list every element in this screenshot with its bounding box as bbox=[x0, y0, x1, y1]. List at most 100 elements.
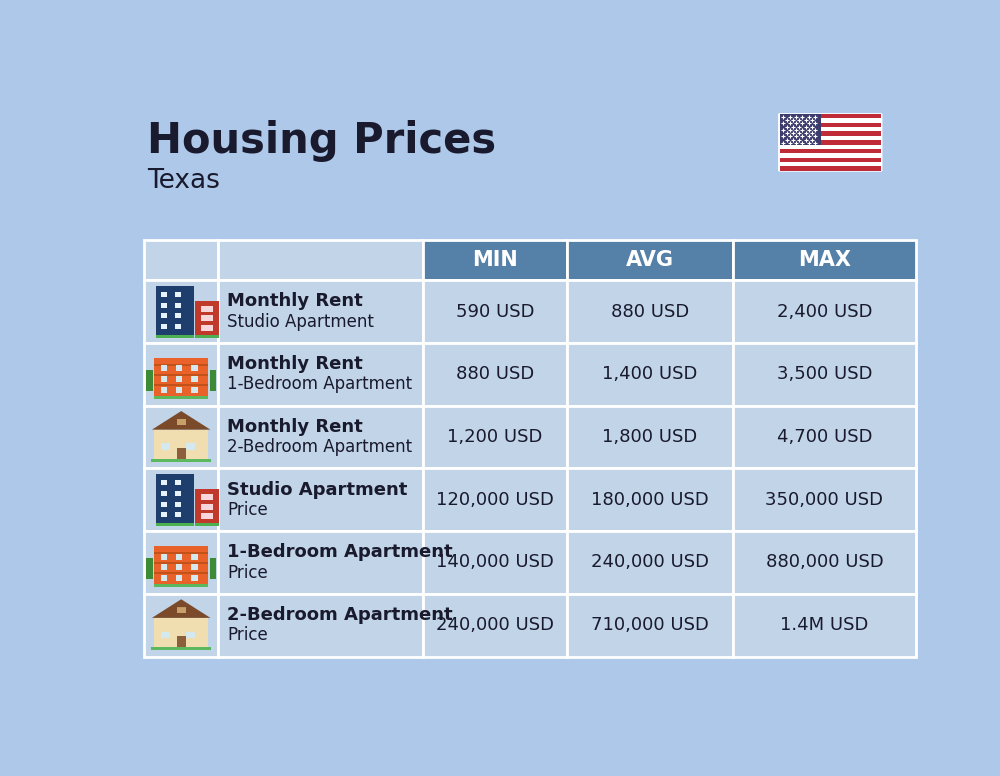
FancyBboxPatch shape bbox=[780, 144, 881, 149]
Text: 2,400 USD: 2,400 USD bbox=[777, 303, 872, 320]
FancyBboxPatch shape bbox=[144, 240, 218, 280]
FancyBboxPatch shape bbox=[154, 572, 208, 573]
Text: 240,000 USD: 240,000 USD bbox=[436, 616, 554, 634]
FancyBboxPatch shape bbox=[733, 343, 916, 406]
FancyBboxPatch shape bbox=[780, 127, 881, 131]
FancyBboxPatch shape bbox=[161, 480, 167, 485]
Polygon shape bbox=[175, 414, 187, 419]
Text: 1-Bedroom Apartment: 1-Bedroom Apartment bbox=[227, 376, 412, 393]
FancyBboxPatch shape bbox=[144, 469, 218, 531]
FancyBboxPatch shape bbox=[156, 286, 194, 335]
FancyBboxPatch shape bbox=[218, 240, 423, 280]
FancyBboxPatch shape bbox=[175, 502, 181, 507]
FancyBboxPatch shape bbox=[195, 335, 219, 338]
FancyBboxPatch shape bbox=[733, 594, 916, 656]
FancyBboxPatch shape bbox=[567, 240, 733, 280]
FancyBboxPatch shape bbox=[154, 364, 208, 365]
Text: MAX: MAX bbox=[798, 250, 851, 270]
Text: Studio Apartment: Studio Apartment bbox=[227, 313, 374, 331]
FancyBboxPatch shape bbox=[151, 647, 211, 650]
FancyBboxPatch shape bbox=[733, 531, 916, 594]
FancyBboxPatch shape bbox=[218, 594, 423, 656]
FancyBboxPatch shape bbox=[567, 343, 733, 406]
FancyBboxPatch shape bbox=[177, 419, 186, 424]
FancyBboxPatch shape bbox=[144, 406, 218, 469]
Text: 350,000 USD: 350,000 USD bbox=[765, 490, 883, 509]
FancyBboxPatch shape bbox=[191, 365, 198, 372]
FancyBboxPatch shape bbox=[154, 553, 208, 554]
FancyBboxPatch shape bbox=[175, 324, 181, 329]
Text: 1,400 USD: 1,400 USD bbox=[602, 365, 698, 383]
FancyBboxPatch shape bbox=[423, 343, 567, 406]
FancyBboxPatch shape bbox=[175, 512, 181, 518]
FancyBboxPatch shape bbox=[144, 594, 218, 656]
Polygon shape bbox=[152, 599, 210, 618]
Text: Monthly Rent: Monthly Rent bbox=[227, 418, 363, 436]
FancyBboxPatch shape bbox=[195, 489, 219, 523]
FancyBboxPatch shape bbox=[161, 443, 170, 450]
FancyBboxPatch shape bbox=[154, 430, 208, 459]
FancyBboxPatch shape bbox=[161, 491, 167, 496]
FancyBboxPatch shape bbox=[423, 531, 567, 594]
Text: 590 USD: 590 USD bbox=[456, 303, 534, 320]
Text: Studio Apartment: Studio Apartment bbox=[227, 480, 408, 499]
FancyBboxPatch shape bbox=[423, 240, 567, 280]
FancyBboxPatch shape bbox=[780, 114, 821, 144]
FancyBboxPatch shape bbox=[154, 384, 208, 386]
Text: 240,000 USD: 240,000 USD bbox=[591, 553, 709, 571]
FancyBboxPatch shape bbox=[156, 335, 194, 338]
FancyBboxPatch shape bbox=[780, 154, 881, 158]
Text: 1,200 USD: 1,200 USD bbox=[447, 428, 543, 446]
FancyBboxPatch shape bbox=[186, 632, 195, 639]
FancyBboxPatch shape bbox=[161, 365, 167, 372]
FancyBboxPatch shape bbox=[161, 387, 167, 393]
FancyBboxPatch shape bbox=[161, 553, 167, 559]
FancyBboxPatch shape bbox=[423, 406, 567, 469]
Text: Monthly Rent: Monthly Rent bbox=[227, 293, 363, 310]
Text: Price: Price bbox=[227, 626, 268, 644]
FancyBboxPatch shape bbox=[733, 240, 916, 280]
FancyBboxPatch shape bbox=[176, 376, 182, 382]
Text: 1-Bedroom Apartment: 1-Bedroom Apartment bbox=[227, 543, 453, 561]
FancyBboxPatch shape bbox=[144, 280, 218, 343]
Text: 2-Bedroom Apartment: 2-Bedroom Apartment bbox=[227, 438, 412, 456]
FancyBboxPatch shape bbox=[177, 449, 186, 459]
Text: 3,500 USD: 3,500 USD bbox=[777, 365, 872, 383]
FancyBboxPatch shape bbox=[176, 365, 182, 372]
FancyBboxPatch shape bbox=[780, 119, 881, 123]
FancyBboxPatch shape bbox=[201, 494, 213, 500]
FancyBboxPatch shape bbox=[218, 469, 423, 531]
Text: Price: Price bbox=[227, 563, 268, 581]
FancyBboxPatch shape bbox=[146, 558, 153, 579]
FancyBboxPatch shape bbox=[423, 280, 567, 343]
FancyBboxPatch shape bbox=[780, 123, 881, 127]
FancyBboxPatch shape bbox=[154, 584, 208, 587]
FancyBboxPatch shape bbox=[177, 607, 186, 613]
FancyBboxPatch shape bbox=[191, 564, 198, 570]
Text: 4,700 USD: 4,700 USD bbox=[777, 428, 872, 446]
FancyBboxPatch shape bbox=[201, 316, 213, 321]
FancyBboxPatch shape bbox=[567, 280, 733, 343]
FancyBboxPatch shape bbox=[733, 469, 916, 531]
Text: AVG: AVG bbox=[626, 250, 674, 270]
Text: 1.4M USD: 1.4M USD bbox=[780, 616, 869, 634]
FancyBboxPatch shape bbox=[175, 480, 181, 485]
FancyBboxPatch shape bbox=[780, 131, 881, 136]
FancyBboxPatch shape bbox=[201, 325, 213, 331]
Text: Housing Prices: Housing Prices bbox=[147, 120, 496, 162]
FancyBboxPatch shape bbox=[780, 136, 881, 140]
Text: 120,000 USD: 120,000 USD bbox=[436, 490, 554, 509]
FancyBboxPatch shape bbox=[780, 114, 881, 119]
Text: 2-Bedroom Apartment: 2-Bedroom Apartment bbox=[227, 606, 453, 624]
Text: 710,000 USD: 710,000 USD bbox=[591, 616, 709, 634]
FancyBboxPatch shape bbox=[191, 575, 198, 581]
FancyBboxPatch shape bbox=[191, 387, 198, 393]
FancyBboxPatch shape bbox=[175, 314, 181, 318]
FancyBboxPatch shape bbox=[154, 358, 208, 397]
FancyBboxPatch shape bbox=[161, 303, 167, 307]
Text: Price: Price bbox=[227, 501, 268, 519]
FancyBboxPatch shape bbox=[161, 575, 167, 581]
FancyBboxPatch shape bbox=[186, 443, 195, 450]
FancyBboxPatch shape bbox=[195, 523, 219, 526]
FancyBboxPatch shape bbox=[154, 397, 208, 399]
